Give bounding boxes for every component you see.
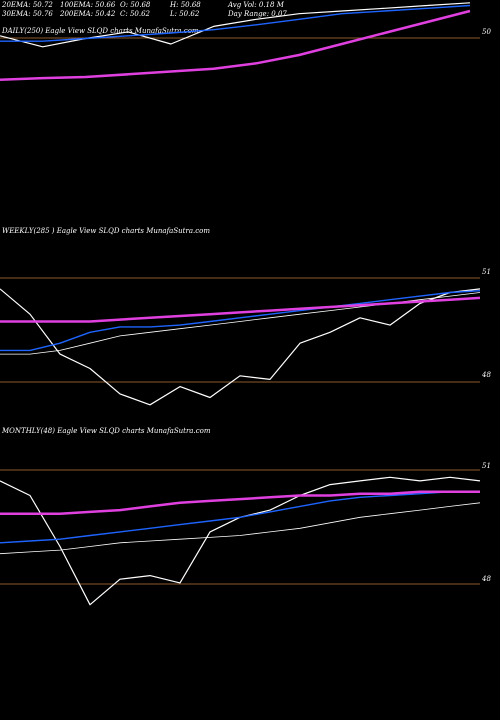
panel-1-series-3	[0, 296, 481, 323]
weekly-ytick-51: 51	[482, 268, 491, 276]
panel-0-series-1	[0, 4, 471, 42]
day-range-label: Day Range: 0.07	[228, 10, 287, 18]
open-label: O: 50.68	[120, 1, 151, 9]
weekly-ytick-48: 48	[482, 371, 491, 379]
monthly-panel-title: MONTHLY(48) Eagle View SLQD charts Munaf…	[2, 427, 211, 435]
high-label: H: 50.68	[170, 1, 201, 9]
ema30-label: 30EMA: 50.76	[2, 10, 53, 18]
monthly-ytick-48: 48	[482, 575, 491, 583]
panel-2-series-2	[0, 502, 481, 555]
panel-1-series-0	[0, 288, 481, 406]
daily-panel-title: DAILY(250) Eagle View SLQD charts Munafa…	[2, 27, 199, 35]
panel-0-series-2	[0, 9, 471, 82]
ema100-label: 100EMA: 50.66	[60, 1, 116, 9]
panel-2-series-1	[0, 491, 480, 544]
close-label: C: 50.62	[120, 10, 150, 18]
monthly-ytick-51: 51	[482, 462, 491, 470]
daily-ytick-50: 50	[482, 28, 491, 36]
panel-2-series-3	[0, 490, 480, 515]
avg-volume-label: Avg Vol: 0.18 M	[228, 1, 284, 9]
ema200-label: 200EMA: 50.42	[60, 10, 116, 18]
panel-2-series-0	[0, 476, 481, 606]
panel-1-series-1	[0, 290, 481, 352]
ema20-label: 20EMA: 50.72	[2, 1, 53, 9]
weekly-panel-title: WEEKLY(285 ) Eagle View SLQD charts Muna…	[2, 227, 210, 235]
panel-0-series-0	[0, 2, 471, 48]
low-label: L: 50.62	[170, 10, 200, 18]
